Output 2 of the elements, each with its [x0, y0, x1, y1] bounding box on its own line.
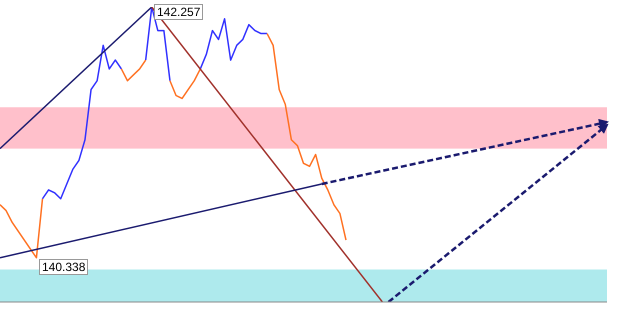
annotation: 142.257 [154, 4, 204, 20]
annotation: 140.338 [39, 259, 88, 275]
